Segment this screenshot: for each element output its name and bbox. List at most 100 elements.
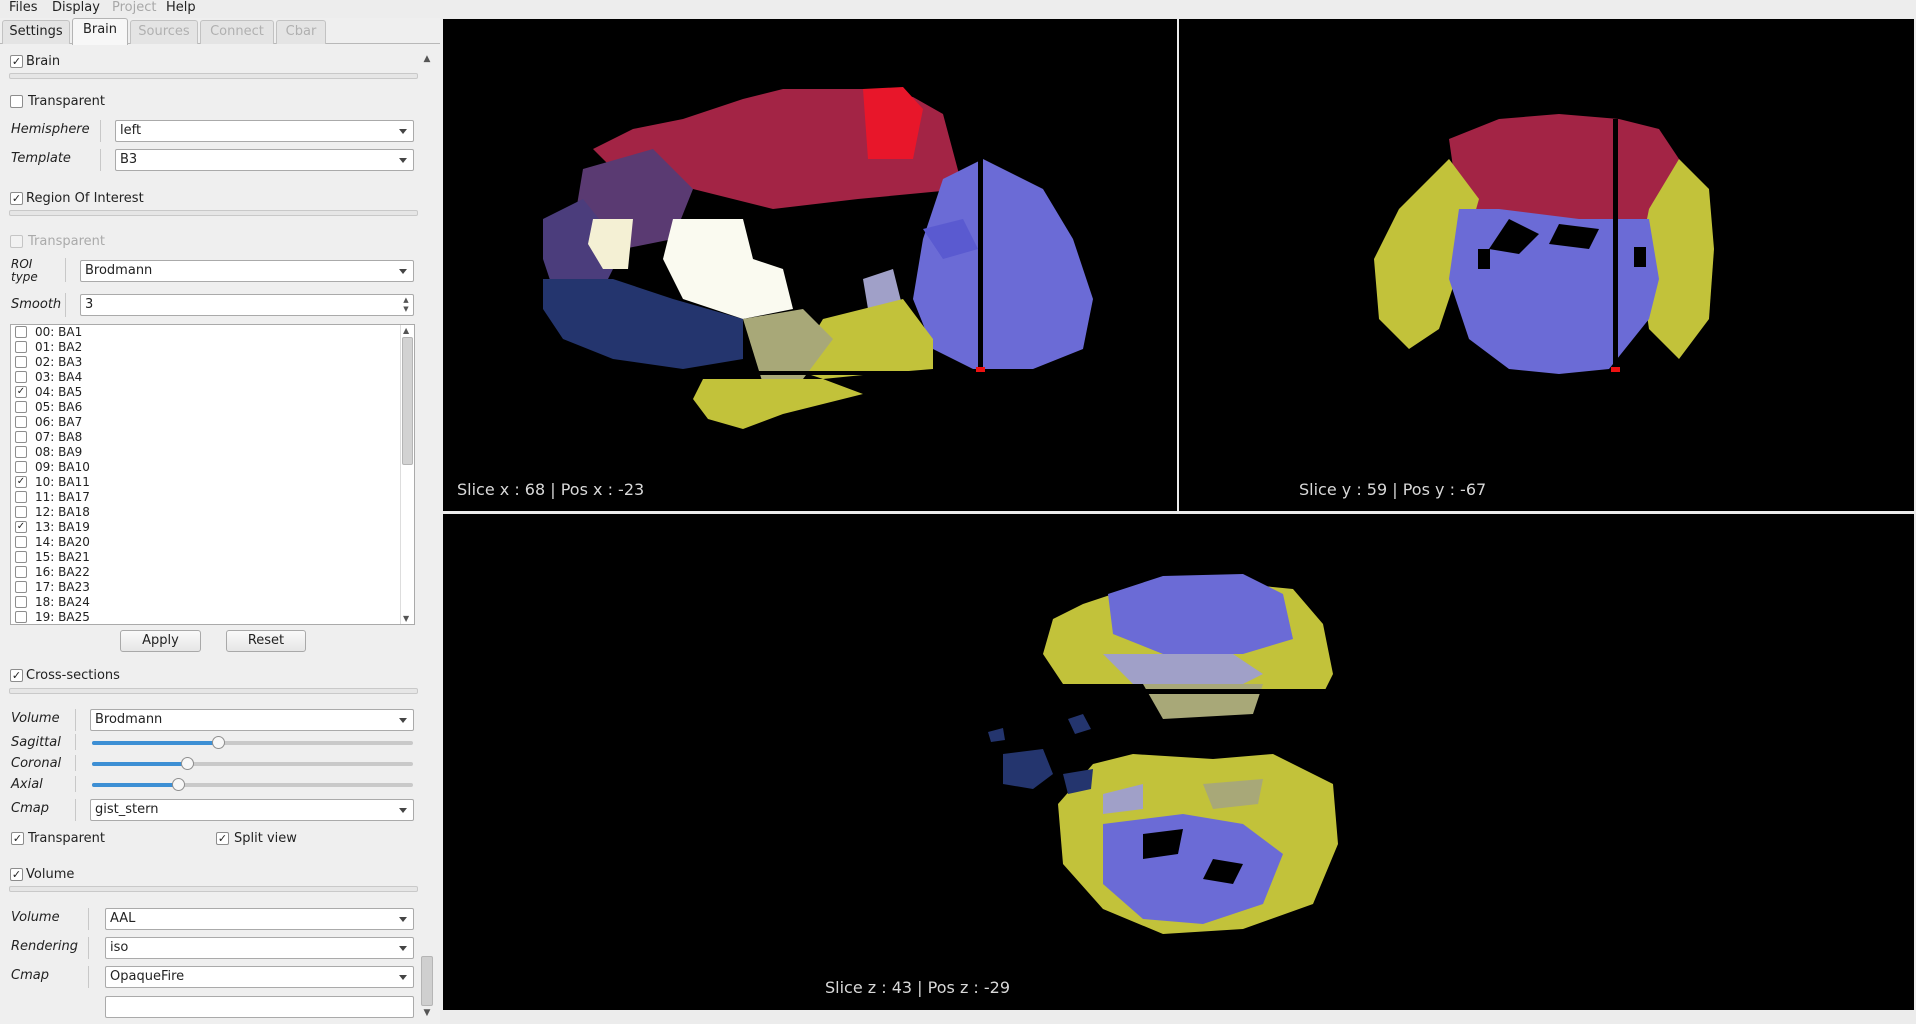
roi-list-item[interactable]: 08: BA9 <box>11 445 401 460</box>
roi-list-item[interactable]: 14: BA20 <box>11 535 401 550</box>
roi-item-checkbox[interactable]: ✓ <box>15 521 27 533</box>
template-select[interactable]: B3 <box>115 149 414 171</box>
tab-brain[interactable]: Brain <box>72 18 128 45</box>
roi-item-checkbox[interactable] <box>15 566 27 578</box>
roi-list-scroll-thumb[interactable] <box>402 337 413 465</box>
roi-transparent-checkbox[interactable] <box>10 235 23 248</box>
panel-scrollbar[interactable]: ▲ ▼ <box>420 52 434 1020</box>
roi-type-select[interactable]: Brodmann <box>80 260 414 282</box>
roi-item-checkbox[interactable] <box>15 461 27 473</box>
coronal-view[interactable]: Slice y : 59 | Pos y : -67 <box>1179 19 1914 511</box>
axial-view[interactable]: Slice z : 43 | Pos z : -29 <box>443 514 1914 1010</box>
roi-list-item[interactable]: 00: BA1 <box>11 325 401 340</box>
roi-list-item[interactable]: 15: BA21 <box>11 550 401 565</box>
roi-item-checkbox[interactable] <box>15 551 27 563</box>
roi-checkbox[interactable]: ✓ <box>10 192 23 205</box>
roi-item-checkbox[interactable] <box>15 611 27 623</box>
slider-handle[interactable] <box>172 778 185 791</box>
scroll-down-icon[interactable]: ▼ <box>403 614 410 623</box>
split-view-checkbox[interactable]: ✓ <box>216 832 229 845</box>
roi-list-item[interactable]: 07: BA8 <box>11 430 401 445</box>
panel-scroll-thumb[interactable] <box>421 956 433 1006</box>
menu-project[interactable]: Project <box>112 0 157 15</box>
tab-sources[interactable]: Sources <box>130 20 198 44</box>
roi-region <box>1103 654 1263 684</box>
roi-item-label: 16: BA22 <box>35 565 90 579</box>
roi-item-checkbox[interactable] <box>15 446 27 458</box>
menu-help[interactable]: Help <box>166 0 196 15</box>
volume-checkbox[interactable]: ✓ <box>10 868 23 881</box>
cross-volume-select[interactable]: Brodmann <box>90 709 414 731</box>
roi-list[interactable]: 00: BA1 01: BA2 02: BA3 03: BA4 ✓ 04: BA5 05: … <box>10 324 415 625</box>
roi-list-item[interactable]: ✓ 10: BA11 <box>11 475 401 490</box>
axial-slider[interactable] <box>92 777 413 793</box>
roi-item-checkbox[interactable] <box>15 326 27 338</box>
roi-list-item[interactable]: 16: BA22 <box>11 565 401 580</box>
sagittal-view[interactable]: Slice x : 68 | Pos x : -23 <box>443 19 1177 511</box>
slider-fill <box>92 783 178 787</box>
roi-region <box>693 379 863 429</box>
roi-item-checkbox[interactable] <box>15 536 27 548</box>
roi-item-label: 03: BA4 <box>35 370 83 384</box>
brain-divider <box>9 73 418 79</box>
roi-item-checkbox[interactable] <box>15 401 27 413</box>
roi-item-checkbox[interactable] <box>15 596 27 608</box>
roi-list-scrollbar[interactable]: ▲ ▼ <box>400 325 414 624</box>
roi-item-checkbox[interactable]: ✓ <box>15 386 27 398</box>
roi-list-item[interactable]: 06: BA7 <box>11 415 401 430</box>
menu-files[interactable]: Files <box>9 0 38 15</box>
slider-handle[interactable] <box>181 757 194 770</box>
slider-handle[interactable] <box>212 736 225 749</box>
roi-list-item[interactable]: 11: BA17 <box>11 490 401 505</box>
hemisphere-select[interactable]: left <box>115 120 414 142</box>
roi-region <box>743 309 833 384</box>
sagittal-slider[interactable] <box>92 735 413 751</box>
roi-list-item[interactable]: 09: BA10 <box>11 460 401 475</box>
cross-volume-label: Volume <box>11 711 60 726</box>
apply-button[interactable]: Apply <box>120 630 201 652</box>
roi-list-item[interactable]: 03: BA4 <box>11 370 401 385</box>
volume-volume-select[interactable]: AAL <box>105 908 414 930</box>
cross-cmap-separator <box>75 799 76 821</box>
roi-list-item[interactable]: 01: BA2 <box>11 340 401 355</box>
roi-item-checkbox[interactable] <box>15 356 27 368</box>
roi-list-item[interactable]: 02: BA3 <box>11 355 401 370</box>
tab-connect[interactable]: Connect <box>200 20 274 44</box>
tab-cbar[interactable]: Cbar <box>276 20 326 44</box>
roi-item-checkbox[interactable] <box>15 581 27 593</box>
roi-list-item[interactable]: 12: BA18 <box>11 505 401 520</box>
reset-button[interactable]: Reset <box>226 630 306 652</box>
roi-list-item[interactable]: 19: BA25 <box>11 610 401 624</box>
spin-down-icon[interactable]: ▼ <box>403 305 409 313</box>
roi-item-label: 13: BA19 <box>35 520 90 534</box>
volume-extra-select[interactable] <box>105 996 414 1018</box>
coronal-slider[interactable] <box>92 756 413 772</box>
scroll-up-icon[interactable]: ▲ <box>403 326 410 335</box>
roi-item-checkbox[interactable] <box>15 416 27 428</box>
cross-sections-checkbox[interactable]: ✓ <box>10 669 23 682</box>
cross-transparent-checkbox[interactable]: ✓ <box>11 832 24 845</box>
roi-item-checkbox[interactable]: ✓ <box>15 476 27 488</box>
roi-item-checkbox[interactable] <box>15 341 27 353</box>
roi-item-checkbox[interactable] <box>15 506 27 518</box>
roi-list-item[interactable]: 17: BA23 <box>11 580 401 595</box>
scroll-up-icon[interactable]: ▲ <box>423 54 431 64</box>
rendering-select[interactable]: iso <box>105 937 414 959</box>
brain-transparent-checkbox[interactable] <box>10 95 23 108</box>
roi-list-item[interactable]: 18: BA24 <box>11 595 401 610</box>
cross-cmap-select[interactable]: gist_stern <box>90 799 414 821</box>
roi-item-checkbox[interactable] <box>15 431 27 443</box>
volume-cmap-select[interactable]: OpaqueFire <box>105 966 414 988</box>
brain-checkbox[interactable]: ✓ <box>10 55 23 68</box>
smooth-spinbox[interactable]: 3 ▲ ▼ <box>80 294 414 316</box>
roi-item-checkbox[interactable] <box>15 491 27 503</box>
scroll-down-icon[interactable]: ▼ <box>423 1008 431 1018</box>
roi-region <box>1449 209 1659 374</box>
menu-display[interactable]: Display <box>52 0 100 15</box>
roi-list-item[interactable]: 05: BA6 <box>11 400 401 415</box>
roi-item-checkbox[interactable] <box>15 371 27 383</box>
roi-list-item[interactable]: ✓ 04: BA5 <box>11 385 401 400</box>
roi-list-item[interactable]: ✓ 13: BA19 <box>11 520 401 535</box>
tab-settings[interactable]: Settings <box>2 20 70 44</box>
spin-up-icon[interactable]: ▲ <box>403 296 409 304</box>
